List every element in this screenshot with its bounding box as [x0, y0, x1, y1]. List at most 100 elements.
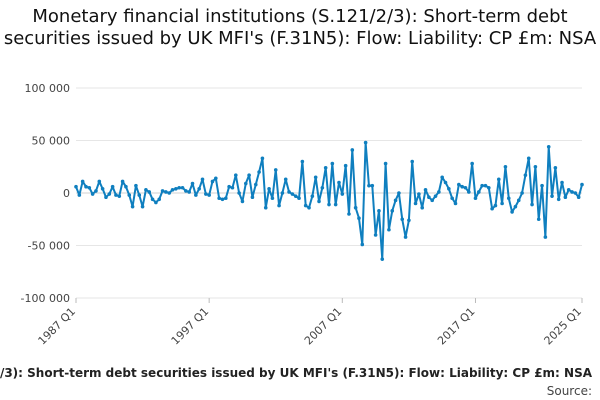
data-point[interactable]: [134, 183, 138, 188]
data-point[interactable]: [233, 173, 238, 177]
data-point[interactable]: [417, 192, 421, 196]
data-point[interactable]: [433, 194, 438, 198]
data-point[interactable]: [516, 198, 521, 203]
data-point[interactable]: [457, 182, 461, 187]
data-point[interactable]: [397, 191, 401, 195]
data-point[interactable]: [220, 197, 225, 202]
data-point[interactable]: [94, 189, 98, 193]
data-point[interactable]: [510, 210, 514, 214]
data-point[interactable]: [427, 195, 431, 199]
data-point[interactable]: [140, 204, 145, 209]
data-point[interactable]: [77, 193, 82, 197]
data-point[interactable]: [450, 196, 454, 201]
data-point[interactable]: [97, 179, 102, 184]
data-point[interactable]: [230, 185, 235, 190]
data-point[interactable]: [470, 161, 474, 166]
data-point[interactable]: [253, 182, 258, 187]
data-point[interactable]: [413, 201, 418, 206]
data-point[interactable]: [423, 188, 428, 192]
data-point[interactable]: [400, 217, 405, 222]
data-point[interactable]: [147, 190, 152, 194]
data-point[interactable]: [556, 197, 561, 202]
data-point[interactable]: [546, 145, 551, 149]
data-point[interactable]: [373, 233, 378, 237]
data-point[interactable]: [214, 176, 218, 181]
data-point[interactable]: [127, 193, 132, 197]
data-point[interactable]: [87, 185, 92, 190]
data-point[interactable]: [500, 201, 504, 206]
data-point[interactable]: [576, 195, 581, 199]
data-point[interactable]: [496, 177, 501, 182]
data-point[interactable]: [200, 177, 205, 182]
data-point[interactable]: [486, 185, 491, 190]
data-point[interactable]: [410, 159, 415, 164]
data-point[interactable]: [317, 199, 321, 204]
data-point[interactable]: [273, 168, 278, 172]
data-point[interactable]: [483, 183, 488, 188]
data-point[interactable]: [263, 205, 268, 210]
data-point[interactable]: [270, 196, 275, 201]
data-point[interactable]: [523, 173, 528, 177]
data-point[interactable]: [100, 187, 105, 191]
data-point[interactable]: [407, 218, 411, 223]
data-point[interactable]: [117, 194, 122, 198]
data-point[interactable]: [477, 190, 481, 194]
data-point[interactable]: [164, 190, 168, 194]
data-point[interactable]: [526, 156, 531, 161]
data-point[interactable]: [177, 185, 181, 190]
data-point[interactable]: [367, 183, 371, 188]
data-point[interactable]: [107, 192, 112, 196]
data-point[interactable]: [204, 192, 208, 196]
data-point[interactable]: [237, 191, 241, 195]
data-point[interactable]: [130, 204, 135, 209]
data-point[interactable]: [174, 187, 178, 191]
data-point[interactable]: [566, 188, 571, 192]
data-point[interactable]: [540, 183, 544, 188]
data-point[interactable]: [530, 202, 534, 207]
data-point[interactable]: [390, 209, 395, 213]
data-point[interactable]: [300, 159, 305, 164]
data-point[interactable]: [310, 194, 315, 198]
data-point[interactable]: [370, 183, 375, 188]
data-point[interactable]: [303, 203, 308, 208]
data-point[interactable]: [353, 205, 358, 210]
data-point[interactable]: [440, 175, 444, 180]
data-point[interactable]: [580, 182, 584, 187]
data-point[interactable]: [104, 195, 108, 199]
data-point[interactable]: [84, 184, 88, 189]
data-point[interactable]: [267, 187, 271, 191]
data-point[interactable]: [506, 196, 511, 201]
data-point[interactable]: [490, 206, 494, 211]
data-point[interactable]: [187, 190, 191, 194]
data-point[interactable]: [403, 235, 408, 239]
data-point[interactable]: [463, 185, 468, 190]
data-point[interactable]: [227, 184, 231, 189]
data-point[interactable]: [533, 164, 538, 169]
data-point[interactable]: [197, 187, 201, 191]
data-point[interactable]: [217, 196, 221, 201]
data-point[interactable]: [453, 201, 458, 206]
data-point[interactable]: [224, 196, 228, 201]
data-point[interactable]: [180, 185, 185, 190]
data-point[interactable]: [467, 190, 471, 194]
data-point[interactable]: [90, 192, 95, 196]
data-point[interactable]: [114, 193, 118, 197]
data-point[interactable]: [460, 184, 464, 189]
data-point[interactable]: [287, 190, 291, 194]
data-point[interactable]: [563, 195, 568, 199]
data-point[interactable]: [124, 184, 128, 189]
data-point[interactable]: [74, 184, 78, 189]
data-point[interactable]: [350, 148, 355, 152]
data-point[interactable]: [443, 180, 448, 185]
data-point[interactable]: [550, 194, 554, 198]
data-point[interactable]: [473, 196, 478, 201]
data-point[interactable]: [167, 191, 172, 195]
data-point[interactable]: [190, 181, 195, 186]
data-point[interactable]: [184, 189, 188, 193]
data-point[interactable]: [260, 156, 265, 161]
data-point[interactable]: [363, 140, 368, 145]
data-point[interactable]: [110, 184, 115, 189]
data-point[interactable]: [330, 161, 335, 166]
data-point[interactable]: [337, 180, 341, 185]
data-point[interactable]: [347, 212, 351, 216]
